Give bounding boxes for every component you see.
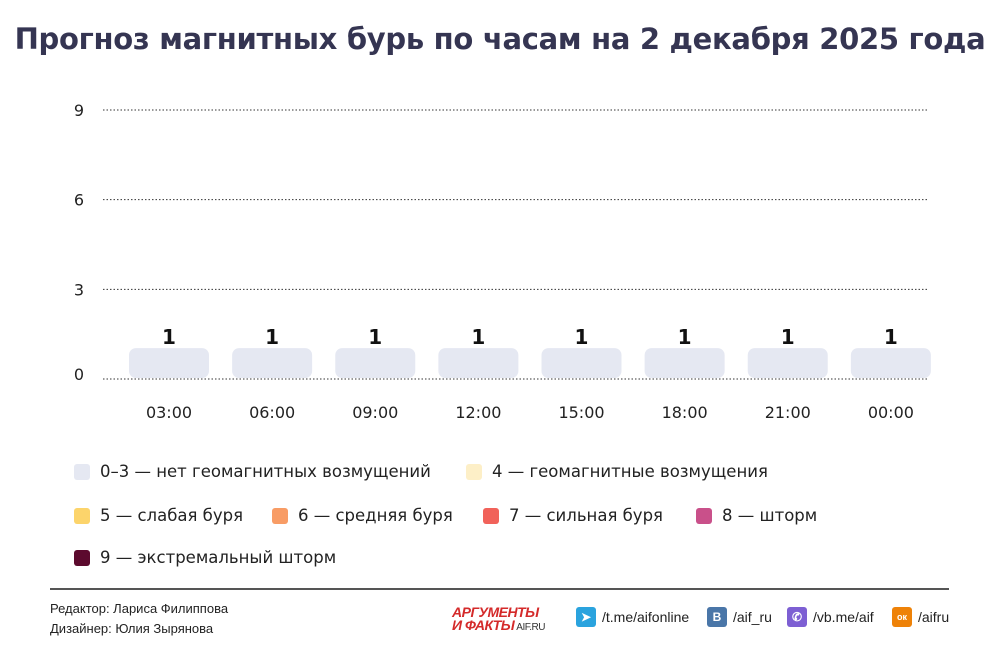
- legend-swatch: [74, 463, 90, 480]
- data-label: 1: [162, 325, 176, 349]
- credits: Редактор: Лариса Филиппова Дизайнер: Юли…: [50, 599, 228, 639]
- x-tick-label: 00:00: [868, 403, 914, 422]
- footer-divider: [50, 588, 949, 590]
- telegram-link[interactable]: ➤ /t.me/aifonline: [576, 607, 689, 627]
- data-label: 1: [884, 325, 898, 349]
- bar: [541, 348, 622, 378]
- legend-swatch: [483, 507, 499, 524]
- bar: [129, 348, 209, 378]
- bar: [850, 348, 931, 378]
- y-tick-label: 0: [74, 365, 84, 384]
- legend-item-9: 9 — экстремальный шторм: [74, 548, 336, 567]
- x-tick-label: 15:00: [558, 403, 604, 422]
- data-label: 1: [781, 325, 795, 349]
- legend-label: 7 — сильная буря: [509, 506, 663, 525]
- logo-site: AIF.RU: [516, 622, 545, 633]
- chart-title: Прогноз магнитных бурь по часам на 2 дек…: [14, 22, 986, 56]
- legend-swatch: [74, 507, 90, 524]
- data-label: 1: [265, 325, 279, 349]
- x-tick-label: 18:00: [662, 403, 708, 422]
- legend-item-0-3: 0–3 — нет геомагнитных возмущений: [74, 462, 431, 481]
- telegram-icon: ➤: [576, 607, 596, 627]
- y-tick-label: 6: [74, 191, 84, 210]
- social-label: /t.me/aifonline: [602, 609, 690, 625]
- data-label: 1: [678, 325, 692, 349]
- data-label: 1: [368, 325, 382, 349]
- legend-label: 9 — экстремальный шторм: [100, 548, 337, 567]
- legend-label: 8 — шторм: [722, 506, 818, 525]
- bar: [644, 348, 725, 378]
- viber-link[interactable]: ✆ /vb.me/aif: [787, 607, 874, 627]
- legend-swatch: [466, 463, 482, 480]
- bar-chart: 0 3 6 9 1 03:00 1 06:00 1 09:00 1 12:00 1 15:00 1 18:00…: [74, 101, 931, 422]
- y-tick-label: 9: [74, 101, 84, 120]
- bar: [335, 348, 416, 378]
- legend-swatch: [696, 507, 712, 524]
- designer-credit: Дизайнер: Юлия Зырянова: [50, 621, 214, 636]
- data-label: 1: [575, 325, 589, 349]
- vk-icon: В: [707, 607, 727, 627]
- odnoklassniki-link[interactable]: ок/aifru: [892, 607, 949, 627]
- legend-item-6: 6 — средняя буря: [272, 506, 453, 525]
- social-label: /aif_ru: [733, 609, 772, 625]
- legend-label: 5 — слабая буря: [100, 506, 244, 525]
- bar: [438, 348, 519, 378]
- bar: [747, 348, 828, 378]
- x-tick-label: 21:00: [765, 403, 811, 422]
- legend-item-7: 7 — сильная буря: [483, 506, 663, 525]
- legend-item-4: 4 — геомагнитные возмущения: [466, 462, 768, 481]
- x-tick-label: 03:00: [146, 403, 192, 422]
- odnoklassniki-icon: ок: [892, 607, 912, 627]
- social-label: /vb.me/aif: [813, 609, 874, 625]
- social-label: /aifru: [918, 609, 950, 625]
- y-tick-label: 3: [74, 280, 84, 299]
- legend-label: 0–3 — нет геомагнитных возмущений: [100, 462, 431, 481]
- legend-item-8: 8 — шторм: [696, 506, 817, 525]
- x-tick-label: 09:00: [352, 403, 398, 422]
- legend-item-5: 5 — слабая буря: [74, 506, 243, 525]
- vk-link[interactable]: В/aif_ru: [707, 607, 772, 627]
- logo-line2: И ФАКТЫ: [452, 617, 515, 633]
- legend-swatch: [272, 507, 288, 524]
- legend-label: 4 — геомагнитные возмущения: [492, 462, 768, 481]
- editor-credit: Редактор: Лариса Филиппова: [50, 601, 229, 616]
- legend-label: 6 — средняя буря: [298, 506, 453, 525]
- data-label: 1: [471, 325, 485, 349]
- logo-line1: АРГУМЕНТЫ: [452, 604, 539, 620]
- bar: [232, 348, 313, 378]
- aif-logo: АРГУМЕНТЫ И ФАКТЫ AIF.RU: [452, 604, 545, 634]
- x-tick-label: 06:00: [249, 403, 295, 422]
- x-tick-label: 12:00: [455, 403, 501, 422]
- legend-swatch: [74, 549, 90, 566]
- viber-icon: ✆: [787, 607, 807, 627]
